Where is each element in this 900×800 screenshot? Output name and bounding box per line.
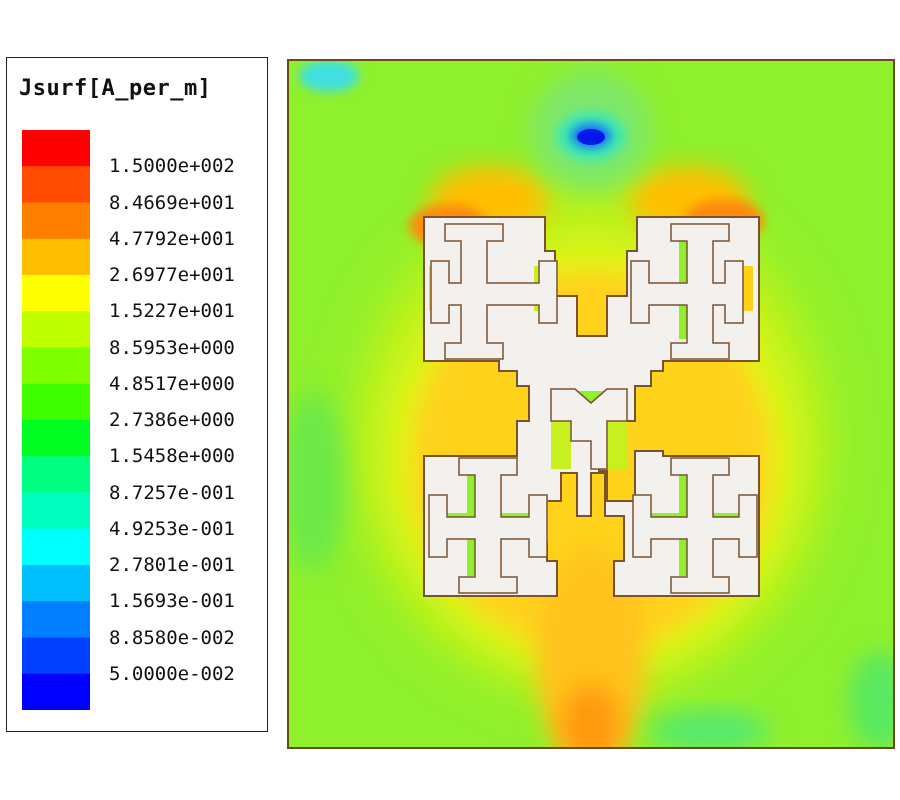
legend-color-band — [22, 528, 90, 566]
antenna-patch — [632, 457, 758, 594]
antenna-patch — [430, 223, 558, 360]
legend-tick-label: 1.5458e+000 — [109, 445, 235, 468]
current-density-plot — [287, 59, 895, 749]
legend-color-band — [22, 383, 90, 421]
legend-color-band — [22, 202, 90, 240]
legend-tick-label: 8.8580e-002 — [109, 626, 235, 649]
antenna-fractal — [423, 216, 760, 597]
legend-tick-label: 2.7801e-001 — [109, 554, 235, 576]
antenna-patch — [630, 223, 744, 360]
legend-color-band — [22, 130, 90, 167]
legend-tick-label: 1.5227e+001 — [109, 300, 235, 323]
legend-tick-label: 4.9253e-001 — [109, 517, 235, 540]
legend-color-band — [22, 275, 90, 312]
legend-color-band — [22, 347, 90, 385]
legend-color-band — [22, 637, 90, 675]
legend-tick-label: 4.8517e+000 — [109, 372, 235, 395]
legend-color-band — [22, 492, 90, 530]
legend-tick-label: 1.5000e+002 — [109, 155, 235, 178]
field-map — [289, 61, 893, 747]
legend-tick-label: 4.7792e+001 — [109, 227, 235, 250]
antenna-patches — [428, 223, 758, 594]
legend-tick-label: 2.6977e+001 — [109, 264, 235, 286]
antenna-patch — [428, 457, 548, 594]
legend-tick-label: 1.5693e-001 — [109, 590, 235, 613]
legend-color-bar — [22, 130, 90, 710]
legend-tick-label: 5.0000e-002 — [109, 662, 235, 685]
antenna-patch — [550, 388, 628, 470]
legend-color-band — [22, 166, 90, 203]
legend-color-band — [22, 420, 90, 457]
legend-title: Jsurf[A_per_m] — [19, 76, 212, 101]
legend-color-band — [22, 311, 90, 348]
legend-color-band — [22, 238, 90, 276]
legend-tick-label: 8.5953e+000 — [109, 336, 235, 359]
legend-color-band — [22, 601, 90, 638]
color-legend: Jsurf[A_per_m] 1.5000e+002 8.4669e+001 4.7… — [6, 57, 268, 732]
legend-color-band — [22, 673, 90, 710]
legend-tick-label: 8.4669e+001 — [109, 191, 235, 214]
legend-tick-label: 8.7257e-001 — [109, 481, 235, 504]
legend-tick-label: 2.7386e+000 — [109, 409, 235, 431]
legend-color-band — [22, 565, 90, 602]
legend-color-band — [22, 456, 90, 493]
